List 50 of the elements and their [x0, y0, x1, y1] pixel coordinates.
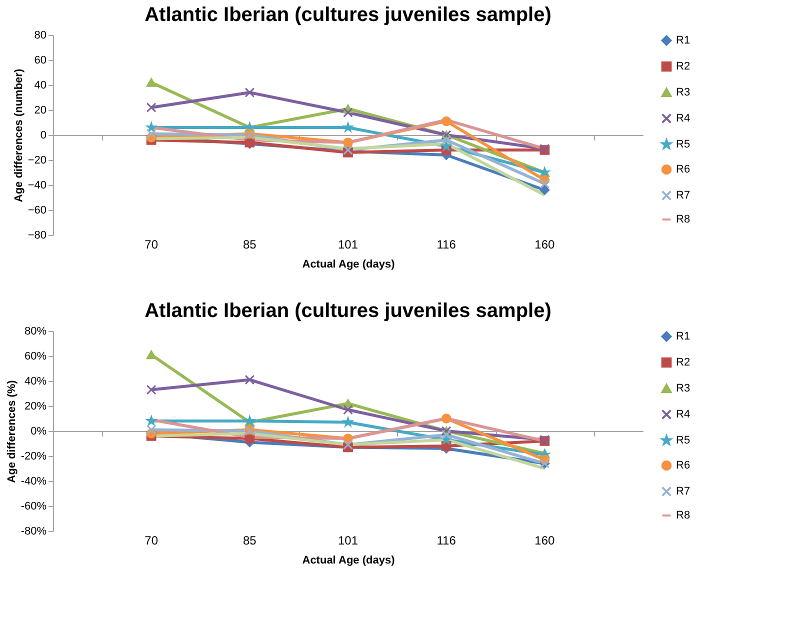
legend-label: R8: [676, 214, 690, 226]
y-tick-label: 80: [34, 30, 46, 42]
x-tick-label: 85: [242, 238, 257, 252]
y-tick-label: 40%: [24, 376, 47, 388]
legend-label: R7: [676, 190, 690, 202]
y-tick-label: −40: [28, 180, 46, 192]
y-tick-label: 20: [34, 104, 46, 116]
y-axis-title: Age differences (%): [6, 380, 18, 483]
legend-label: R1: [676, 34, 690, 46]
y-tick-label: −60: [28, 204, 46, 216]
y-tick-label: −80: [28, 230, 46, 242]
y-tick-label: -80%: [20, 526, 47, 538]
x-tick-label: 116: [436, 534, 456, 548]
y-tick-label: 20%: [24, 400, 47, 412]
legend-label: R3: [676, 86, 690, 98]
legend-label: R5: [676, 138, 690, 150]
legend-label: R1: [676, 330, 690, 342]
x-tick-label: 160: [534, 238, 555, 252]
y-tick-label: -20%: [20, 450, 47, 462]
x-axis-title: Actual Age (days): [302, 554, 396, 566]
x-tick-label: 70: [144, 238, 158, 252]
y-tick-label: 60: [34, 54, 46, 66]
y-tick-label: 40: [34, 80, 46, 92]
legend-label: R4: [676, 112, 690, 124]
chart-title: Atlantic Iberian (cultures juveniles sample): [144, 300, 552, 322]
y-tick-label: -60%: [20, 500, 47, 512]
legend-label: R4: [676, 408, 690, 420]
x-tick-label: 116: [436, 238, 456, 252]
x-tick-label: 101: [338, 534, 358, 548]
y-axis-title: Age differences (number): [12, 68, 25, 202]
x-tick-label: 101: [338, 238, 358, 252]
y-tick-label: −20: [28, 154, 46, 166]
x-axis-title: Actual Age (days): [302, 258, 396, 270]
legend-label: R2: [676, 60, 690, 72]
x-tick-label: 160: [534, 534, 555, 548]
y-tick-label: 80%: [24, 326, 47, 338]
legend-label: R6: [676, 460, 690, 472]
x-tick-label: 70: [144, 534, 158, 548]
legend-label: R7: [676, 486, 690, 498]
legend-label: R5: [676, 434, 690, 446]
legend-label: R6: [676, 164, 690, 176]
x-tick-label: 85: [242, 534, 257, 548]
y-tick-label: 0%: [30, 426, 47, 438]
y-tick-label: 60%: [24, 350, 47, 362]
chart-title: Atlantic Iberian (cultures juveniles sample): [144, 4, 552, 26]
legend-label: R8: [676, 510, 690, 522]
y-tick-label: -40%: [20, 476, 47, 488]
legend-label: R3: [676, 382, 690, 394]
legend-label: R2: [676, 356, 690, 368]
y-tick-label: 0: [40, 130, 46, 142]
